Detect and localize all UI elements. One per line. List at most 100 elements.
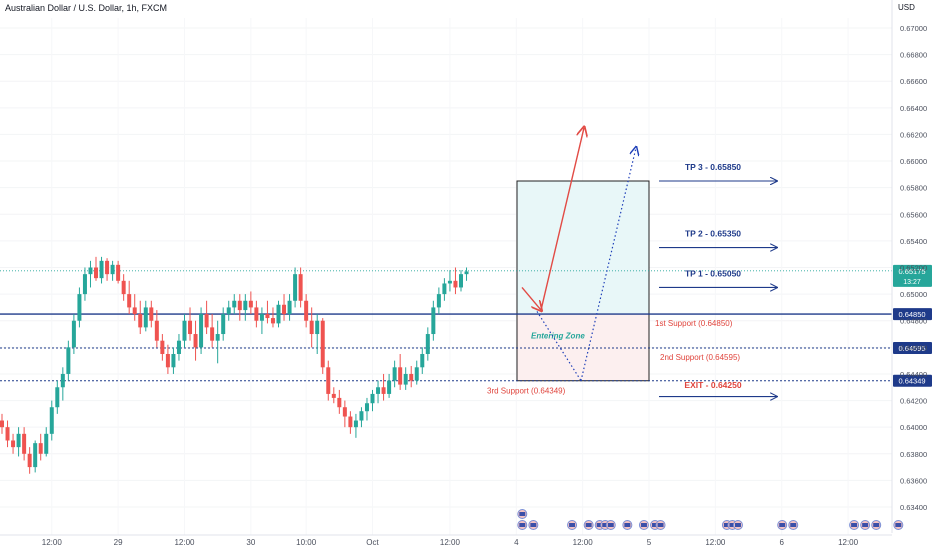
time-axis: 12:00 29 12:00 30 10:00 Oct 12:00 4 12:00 5 12:00 6… <box>0 534 892 547</box>
event-flag-icon <box>655 520 666 530</box>
exit-label: EXIT - 0.64250 <box>684 380 741 390</box>
time-tick-label: 5 <box>647 538 652 547</box>
last-price-tag <box>893 264 932 287</box>
price-tick-label: 0.63400 <box>900 503 927 512</box>
price-tick-label: 0.64600 <box>900 343 927 352</box>
candle-body <box>127 294 132 308</box>
event-flag-icon <box>871 520 882 530</box>
flag-inner <box>729 523 736 527</box>
support-text-label: 3rd Support (0.64349) <box>487 387 566 396</box>
price-tick-label: 0.66400 <box>900 104 927 113</box>
support-text-label: 2nd Support (0.64595) <box>660 353 740 362</box>
flag-inner <box>873 523 880 527</box>
flag-inner <box>723 523 730 527</box>
flag-inner <box>640 523 647 527</box>
candle-body <box>320 320 325 368</box>
candles <box>0 256 469 474</box>
candle-body <box>248 300 253 308</box>
candle-body <box>232 300 237 308</box>
tp-label: TP 2 - 0.65350 <box>685 229 741 239</box>
candle-body <box>82 274 87 295</box>
candle-body <box>348 416 353 428</box>
candle-body <box>298 274 303 301</box>
countdown-label: 13:27 <box>903 279 921 286</box>
candle-body <box>176 340 181 354</box>
price-tick-label: 0.65600 <box>900 210 927 219</box>
time-tick-label: 30 <box>246 538 255 547</box>
candle-body <box>409 373 414 381</box>
candle-body <box>259 314 264 321</box>
flag-inner <box>657 523 664 527</box>
candle-body <box>182 320 187 341</box>
flag-inner <box>779 523 786 527</box>
time-tick-label: 12:00 <box>573 538 594 547</box>
candle-body <box>33 443 38 468</box>
candle-body <box>337 397 342 408</box>
grid <box>0 18 892 535</box>
time-tick-label: 12:00 <box>705 538 726 547</box>
support-price-label: 0.64349 <box>898 377 925 386</box>
price-tick-label: 0.64400 <box>900 370 927 379</box>
entering-zone-box: Entering Zone <box>516 180 650 382</box>
price-axis: 0.63400 0.63600 0.63800 0.64000 0.64200 0.644… <box>891 0 927 533</box>
price-tick-label: 0.64200 <box>900 397 927 406</box>
candle-body <box>44 433 49 454</box>
candle-body <box>453 280 458 288</box>
candle-body <box>5 427 10 441</box>
candle-body <box>392 367 397 381</box>
target-labels: TP 3 - 0.65850 TP 2 - 0.65350 TP 1 - 0.650… <box>659 162 777 397</box>
candle-body <box>71 320 76 348</box>
entering-zone-label: Entering Zone <box>531 332 585 341</box>
price-tick-label: 0.67000 <box>900 24 927 33</box>
tp-label: TP 3 - 0.65850 <box>685 162 741 172</box>
candle-body <box>304 300 309 321</box>
candle-body <box>458 274 463 288</box>
candle-body <box>309 320 314 335</box>
candle-body <box>431 307 436 335</box>
red-arrow-down <box>521 287 541 310</box>
candle-body <box>221 314 226 335</box>
price-tick-label: 0.66800 <box>900 51 927 60</box>
time-tick-label: 4 <box>514 538 519 547</box>
candle-body <box>243 300 248 311</box>
event-flag-icon <box>893 520 904 530</box>
candle-body <box>132 307 137 315</box>
tp-label: TP 1 - 0.65050 <box>685 268 741 278</box>
support-price-label: 0.64850 <box>898 310 925 319</box>
candle-body <box>436 294 441 308</box>
candle-body <box>0 420 4 428</box>
candle-body <box>270 318 275 324</box>
candle-body <box>138 314 143 328</box>
candle-body <box>282 304 287 315</box>
candle-body <box>60 373 65 388</box>
event-flag-icon <box>732 520 743 530</box>
support-price-tag <box>893 342 932 355</box>
flag-inner <box>895 523 902 527</box>
candle-body <box>442 283 447 295</box>
candle-body <box>99 260 104 279</box>
candle-body <box>160 340 165 354</box>
candle-body <box>11 440 16 448</box>
support-text-label: 1st Support (0.64850) <box>655 319 733 328</box>
candle-body <box>331 393 336 398</box>
event-flag-icon <box>622 520 633 530</box>
support-levels: 0.64850 1st Support (0.64850) 0.64595 2nd S… <box>0 264 932 396</box>
flag-inner <box>790 523 797 527</box>
chart-title: Australian Dollar / U.S. Dollar, 1h, FXC… <box>5 3 168 13</box>
time-tick-label: 29 <box>114 538 123 547</box>
event-flag-icon <box>528 520 539 530</box>
candle-body <box>381 387 386 394</box>
event-flag-icon <box>860 520 871 530</box>
blue-dotted-down <box>536 311 582 382</box>
flag-inner <box>734 523 741 527</box>
event-flag-icon <box>849 520 860 530</box>
flag-inner <box>569 523 576 527</box>
candle-body <box>420 353 425 368</box>
price-tick-label: 0.66200 <box>900 130 927 139</box>
flag-inner <box>530 523 537 527</box>
candle-body <box>38 443 43 454</box>
candle-body <box>342 407 347 417</box>
candle-body <box>188 320 193 335</box>
flag-inner <box>851 523 858 527</box>
